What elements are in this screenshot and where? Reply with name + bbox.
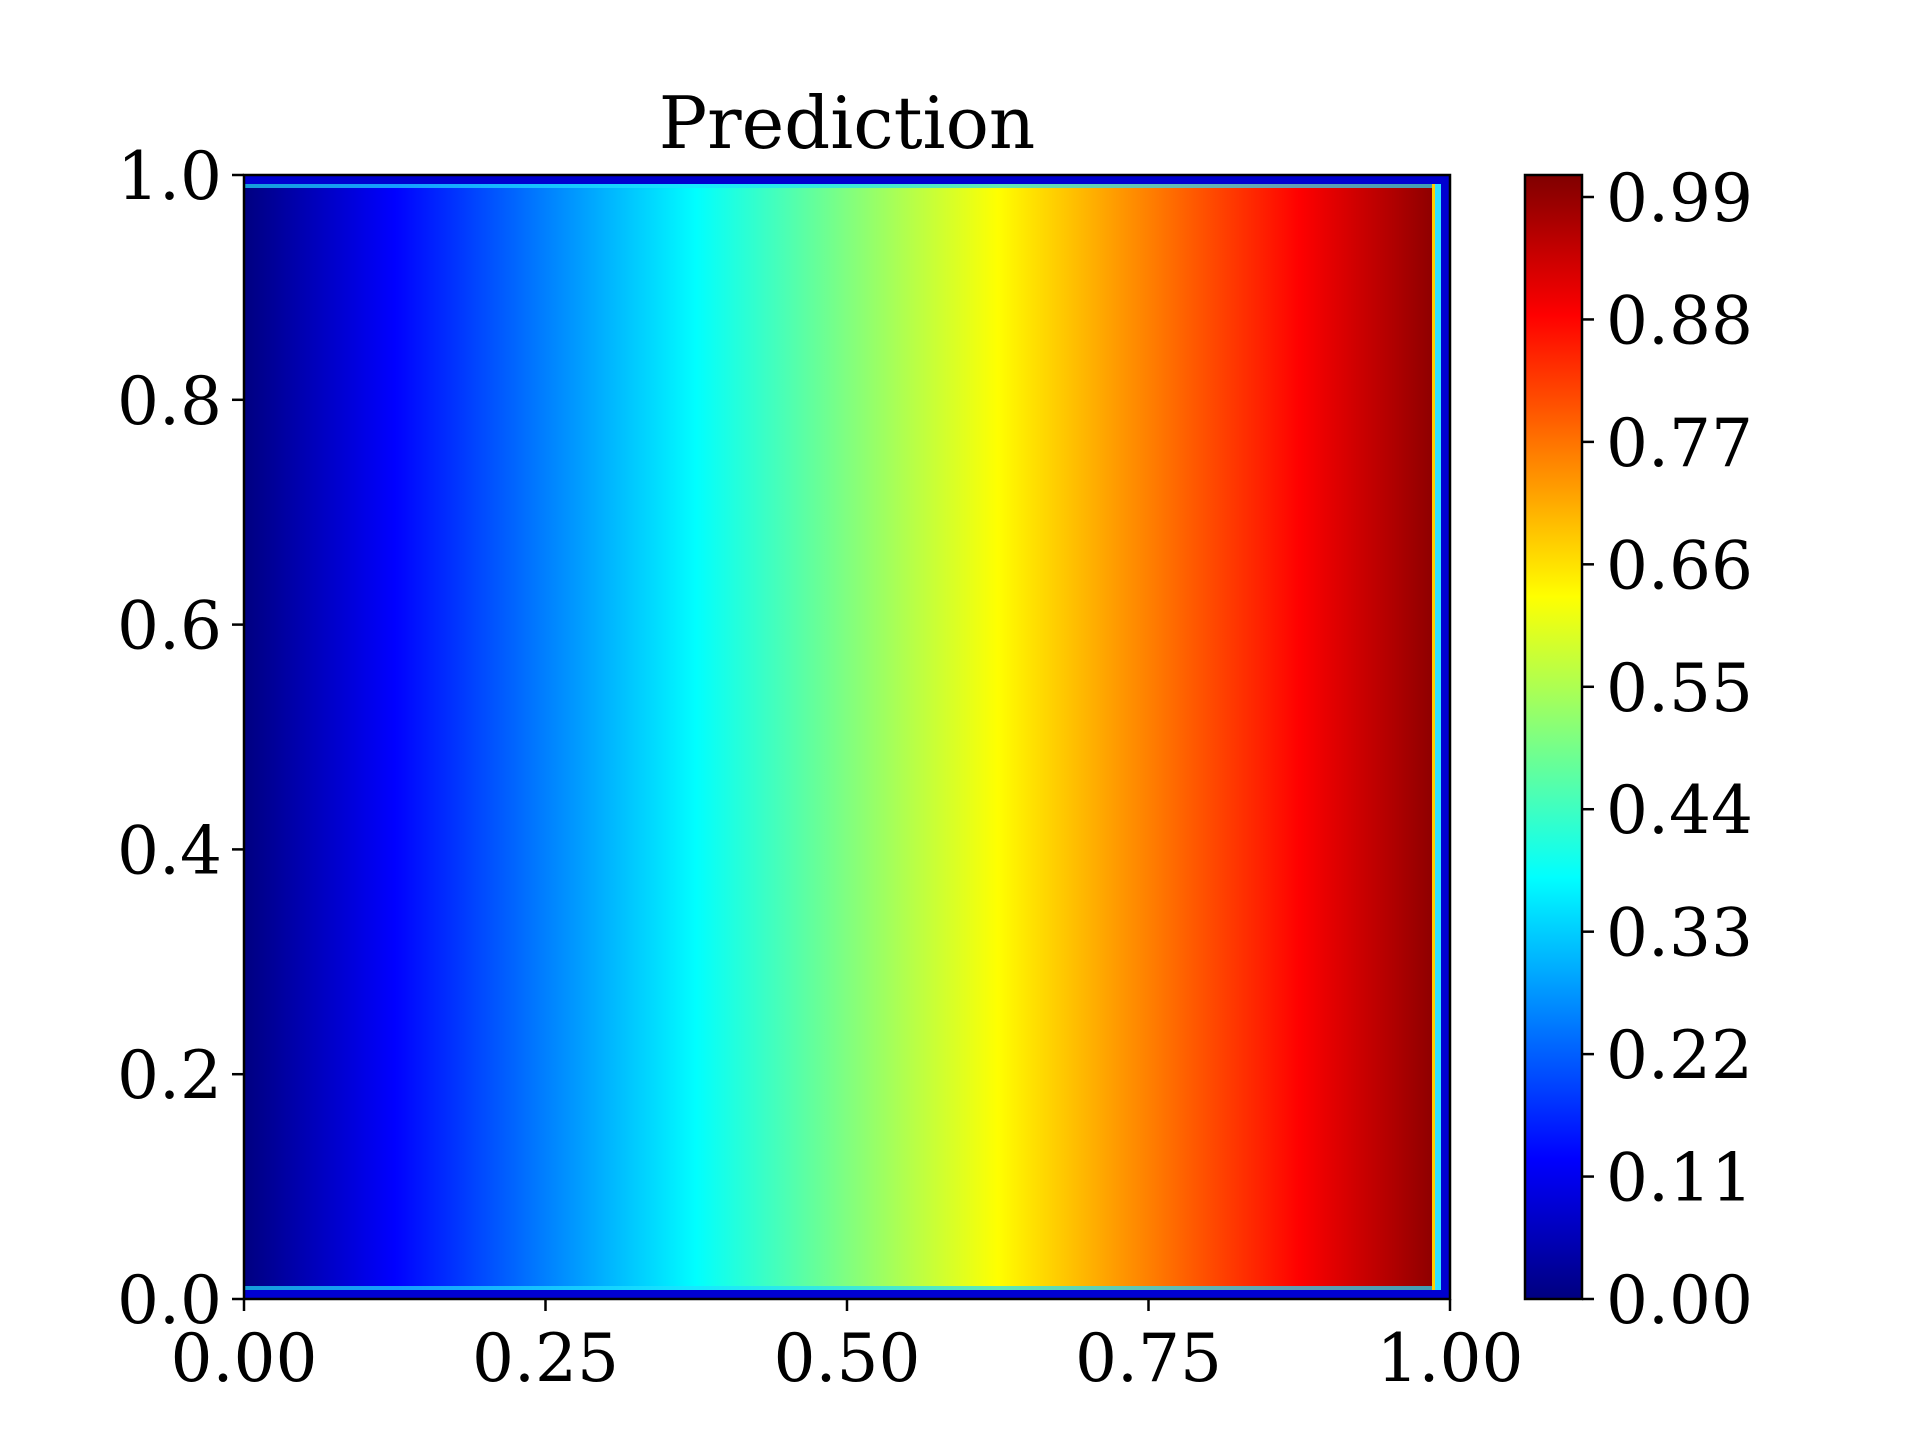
colorbar-tick-label: 0.00 xyxy=(1606,1262,1753,1339)
bottom-boundary-layer xyxy=(244,1290,1450,1299)
top-boundary-glow xyxy=(244,184,1434,188)
x-tick-label: 0.00 xyxy=(171,1320,318,1397)
colorbar: 0.00 0.11 0.22 0.33 0.44 0.55 0.66 0.77 0.88 0.99 xyxy=(1523,160,1753,1339)
colorbar-tick-label: 0.22 xyxy=(1606,1017,1753,1094)
right-boundary-layer xyxy=(1441,175,1450,1299)
colorbar-ticks: 0.00 0.11 0.22 0.33 0.44 0.55 0.66 0.77 0.88 0.99 xyxy=(1582,160,1753,1339)
y-tick-label: 0.8 xyxy=(117,363,222,440)
top-boundary-layer xyxy=(244,175,1450,184)
heatmap-field xyxy=(244,175,1450,1299)
x-tick-label: 0.50 xyxy=(774,1320,921,1397)
plot-area xyxy=(244,175,1450,1299)
x-axis: 0.00 0.25 0.50 0.75 1.00 xyxy=(171,1299,1524,1397)
chart-title: Prediction xyxy=(659,81,1036,165)
colorbar-fill xyxy=(1525,175,1582,1299)
colorbar-tick-label: 0.44 xyxy=(1606,772,1753,849)
y-tick-label: 0.4 xyxy=(117,812,222,889)
colorbar-tick-label: 0.55 xyxy=(1606,650,1753,727)
x-tick-label: 1.00 xyxy=(1377,1320,1524,1397)
x-tick-label: 0.75 xyxy=(1075,1320,1222,1397)
bottom-boundary-glow xyxy=(244,1286,1434,1290)
colorbar-frame xyxy=(1523,173,1584,1301)
colorbar-tick-label: 0.77 xyxy=(1606,405,1753,482)
y-tick-label: 0.0 xyxy=(117,1262,222,1339)
y-tick-label: 1.0 xyxy=(117,138,222,215)
x-tick-label: 0.25 xyxy=(472,1320,619,1397)
right-boundary-edge xyxy=(1432,184,1435,1290)
colorbar-tick-label: 0.66 xyxy=(1606,527,1753,604)
y-tick-label: 0.2 xyxy=(117,1037,222,1114)
colorbar-tick-label: 0.11 xyxy=(1606,1140,1753,1217)
y-tick-label: 0.6 xyxy=(117,588,222,665)
colorbar-tick-label: 0.33 xyxy=(1606,895,1753,972)
y-axis: 0.0 0.2 0.4 0.6 0.8 1.0 xyxy=(117,138,244,1339)
colorbar-tick-label: 0.99 xyxy=(1606,160,1753,237)
right-boundary-glow xyxy=(1434,184,1441,1290)
colorbar-tick-label: 0.88 xyxy=(1606,282,1753,359)
